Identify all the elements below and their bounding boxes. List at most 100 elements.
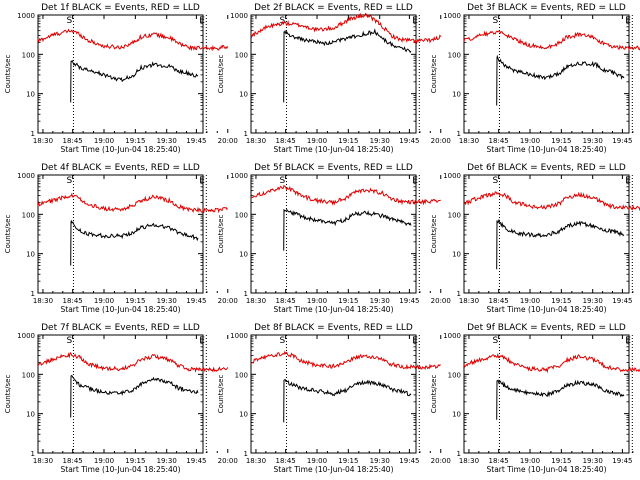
x-tick-label: 18:30 [459,297,479,305]
y-tick-label: 100 [22,371,35,379]
y-tick-label: 1000 [443,12,461,20]
x-tick-label: 19:45 [612,297,632,305]
x-tick-label: 18:45 [489,137,509,145]
detector-chart: Det 2f BLACK = Events, RED = LLD 1 10 100 10… [217,3,451,154]
x-tick-label: 19:45 [399,297,419,305]
x-tick-label: 20:00 [218,297,238,305]
y-tick-label: 10 [452,411,461,419]
x-axis-label: Start Time (10-Jun-04 18:25:40) [487,145,607,154]
det-panel: Det 3f BLACK = Events, RED = LLD 1 10 100 10… [426,0,640,160]
x-tick-label: 19:30 [157,297,177,305]
y-tick-label: 100 [448,51,461,59]
chart-title: Det 4f BLACK = Events, RED = LLD [41,163,200,173]
det-panel: Det 6f BLACK = Events, RED = LLD 1 10 100 10… [426,160,640,320]
y-tick-label: 1000 [230,12,248,20]
x-tick-label: 19:15 [125,297,145,305]
y-tick-label: 1 [244,450,248,458]
x-tick-label: 18:45 [489,297,509,305]
detector-chart: Det 5f BLACK = Events, RED = LLD 1 10 100 10… [217,163,451,314]
x-tick-label: 19:15 [338,137,358,145]
x-tick-label: 18:45 [63,297,83,305]
time-marker-label: S [279,16,285,26]
y-tick-label: 1000 [17,172,35,180]
y-axis-label: Counts/sec [217,55,225,94]
lld-series-line [463,30,640,51]
y-tick-label: 1000 [230,172,248,180]
y-tick-label: 10 [239,91,248,99]
lld-series-line [37,28,229,52]
y-tick-label: 1 [457,450,461,458]
y-tick-label: 10 [239,251,248,259]
x-tick-label: 18:45 [276,137,296,145]
det-panel: Det 7f BLACK = Events, RED = LLD 1 10 100 10… [0,320,238,480]
x-axis-label: Start Time (10-Jun-04 18:25:40) [61,305,181,314]
detector-chart: Det 9f BLACK = Events, RED = LLD 1 10 100 10… [430,323,640,474]
y-axis-label: Counts/sec [4,215,12,254]
x-tick-label: 19:30 [370,297,390,305]
y-tick-label: 10 [452,91,461,99]
x-tick-label: 20:00 [218,457,238,465]
plot-frame [250,334,417,454]
lld-series-line [37,192,229,214]
x-axis-label: Start Time (10-Jun-04 18:25:40) [487,305,607,314]
y-tick-label: 1 [31,130,35,138]
det-panel: Det 4f BLACK = Events, RED = LLD 1 10 100 10… [0,160,238,320]
time-marker-label: S [492,16,498,26]
x-tick-label: 19:15 [125,137,145,145]
y-tick-label: 1 [244,130,248,138]
det-panel: Det 5f BLACK = Events, RED = LLD 1 10 100 10… [213,160,451,320]
x-tick-label: 18:45 [489,457,509,465]
y-axis-label: Counts/sec [4,375,12,414]
y-tick-label: 1 [457,130,461,138]
x-tick-label: 18:30 [459,137,479,145]
x-axis-label: Start Time (10-Jun-04 18:25:40) [274,145,394,154]
x-tick-label: 19:00 [520,137,540,145]
lld-series-line [250,350,441,370]
detector-chart: Det 6f BLACK = Events, RED = LLD 1 10 100 10… [430,163,640,314]
x-tick-label: 18:30 [33,457,53,465]
y-tick-label: 100 [448,211,461,219]
x-tick-label: 18:30 [33,137,53,145]
x-tick-label: 19:30 [370,457,390,465]
x-tick-label: 20:00 [431,137,451,145]
detector-chart: Det 7f BLACK = Events, RED = LLD 1 10 100 10… [4,323,238,474]
time-marker-label: E [199,336,205,346]
plot-frame [250,174,417,294]
x-axis-label: Start Time (10-Jun-04 18:25:40) [487,465,607,474]
x-axis-label: Start Time (10-Jun-04 18:25:40) [61,465,181,474]
x-tick-label: 19:45 [186,457,206,465]
x-tick-label: 19:30 [583,137,603,145]
x-tick-label: 19:00 [94,457,114,465]
time-marker-label: E [199,176,205,186]
y-tick-label: 100 [448,371,461,379]
events-series-line [70,59,199,103]
y-tick-label: 1000 [17,12,35,20]
det-panel: Det 2f BLACK = Events, RED = LLD 1 10 100 10… [213,0,451,160]
y-axis-label: Counts/sec [4,55,12,94]
x-tick-label: 19:15 [551,297,571,305]
plot-frame [37,14,204,134]
time-marker-label: E [412,336,418,346]
time-marker-label: S [279,176,285,186]
events-series-line [496,54,625,106]
x-tick-label: 19:00 [307,137,327,145]
lld-series-line [250,184,441,206]
time-marker-label: E [625,176,631,186]
events-series-line [496,218,625,270]
x-tick-label: 20:00 [431,457,451,465]
y-axis-label: Counts/sec [430,215,438,254]
x-tick-label: 19:45 [612,457,632,465]
time-marker-label: S [492,176,498,186]
x-tick-label: 19:00 [307,457,327,465]
detector-chart: Det 8f BLACK = Events, RED = LLD 1 10 100 10… [217,323,451,474]
plot-frame [37,174,204,294]
x-tick-label: 18:30 [246,137,266,145]
chart-title: Det 9f BLACK = Events, RED = LLD [467,323,626,333]
y-tick-label: 1 [31,450,35,458]
y-tick-label: 1000 [443,332,461,340]
x-tick-label: 19:30 [583,457,603,465]
detector-chart: Det 4f BLACK = Events, RED = LLD 1 10 100 10… [4,163,238,314]
time-marker-label: S [66,16,72,26]
events-series-line [70,374,199,418]
x-tick-label: 19:30 [157,457,177,465]
